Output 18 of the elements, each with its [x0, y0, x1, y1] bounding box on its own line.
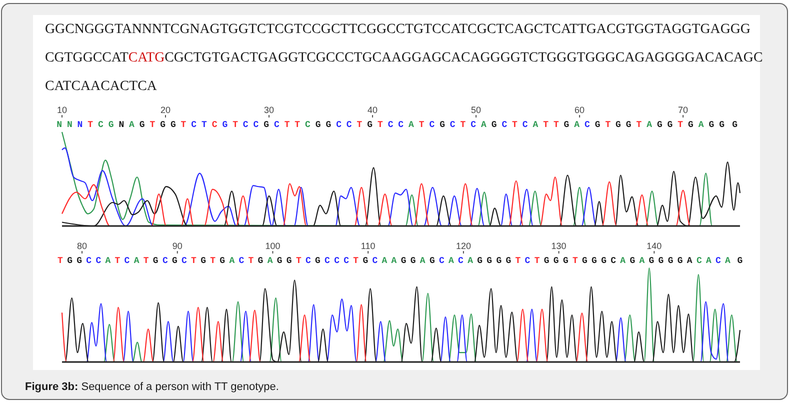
- x-tick-label: 80: [77, 241, 88, 251]
- x-tick-label: 50: [471, 105, 482, 115]
- x-tick-label: 60: [574, 105, 585, 115]
- x-tick-label: 110: [360, 241, 376, 251]
- x-tick-label: 20: [160, 105, 171, 115]
- x-tick-label: 30: [264, 105, 274, 115]
- x-tick-label: 120: [456, 241, 471, 251]
- x-tick-label: 90: [172, 241, 182, 251]
- x-tick-label: 10: [56, 105, 68, 115]
- x-tick-label: 100: [265, 241, 280, 251]
- x-tick-label: 70: [678, 105, 688, 115]
- caption: Figure 3b: Sequence of a person with TT genotype.: [25, 381, 279, 393]
- x-tick-label: 40: [368, 105, 378, 115]
- text: T G G C C A T C A T G C G C T G T G A C T G A G G T C G C C C T G C A A G G A G C A C A G G G G T C T G G G T G G G C A G A G G G G A C A C A G: [58, 256, 743, 266]
- x-tick-label: 130: [551, 241, 566, 251]
- x-tick-label: 140: [646, 241, 662, 251]
- text: N N N T C G N A G T G G T C T C G T C C G C T T C G G C C T G T C C A T C G C T C A G C T C A T T G A C G T G G T A G G T G A G G G: [56, 120, 738, 130]
- text: CATG: [128, 50, 165, 66]
